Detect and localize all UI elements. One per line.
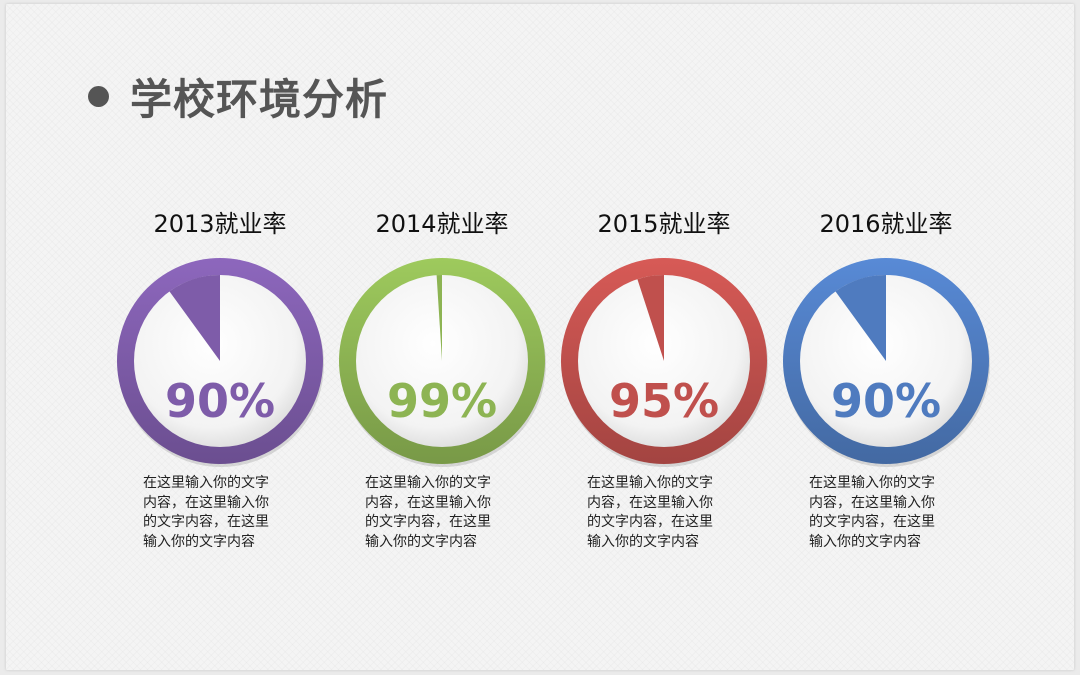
description-line: 在这里输入你的文字 [809,475,935,491]
gauge-chart: 99% [339,258,546,467]
description-line: 的文字内容，在这里 [365,514,491,530]
description-line: 输入你的文字内容 [365,533,477,550]
gauge-remaining-slice [169,275,220,361]
slide: 学校环境分析 2013就业率 90% 在这里输入你的文字 内容，在这里输入你 的… [6,4,1074,670]
description-line: 输入你的文字内容 [143,533,255,550]
gauge-description: 在这里输入你的文字 内容，在这里输入你 的文字内容，在这里 输入你的文字内容 [587,474,747,552]
gauge-chart: 90% [117,258,324,467]
gauge-title: 2013就业率 [153,210,287,238]
description-line: 内容，在这里输入你 [809,494,935,511]
gauge-description: 在这里输入你的文字 内容，在这里输入你 的文字内容，在这里 输入你的文字内容 [365,474,525,552]
gauge-value-label: 99% [387,374,497,428]
gauge-title: 2015就业率 [597,210,731,238]
description-line: 在这里输入你的文字 [143,475,269,491]
description-line: 内容，在这里输入你 [365,494,491,511]
description-line: 内容，在这里输入你 [587,494,713,511]
description-line: 输入你的文字内容 [809,533,921,550]
gauge-value-label: 90% [831,374,941,428]
gauge-description: 在这里输入你的文字 内容，在这里输入你 的文字内容，在这里 输入你的文字内容 [143,474,303,552]
description-line: 内容，在这里输入你 [143,494,269,511]
gauge-value-label: 90% [165,374,275,428]
gauge-value-label: 95% [609,374,719,428]
description-line: 在这里输入你的文字 [365,475,491,491]
description-line: 在这里输入你的文字 [587,475,713,491]
bullet-icon [88,85,109,107]
description-line: 的文字内容，在这里 [809,514,935,530]
slide-title: 学校环境分析 [130,74,389,124]
description-line: 输入你的文字内容 [587,533,699,550]
gauge-chart: 90% [783,258,990,467]
gauge-title: 2014就业率 [375,210,509,238]
description-line: 的文字内容，在这里 [587,514,713,530]
gauge-remaining-slice [637,275,664,361]
gauge-remaining-slice [436,275,442,361]
description-line: 的文字内容，在这里 [143,514,269,530]
gauge-title: 2016就业率 [819,210,953,238]
title-row: 学校环境分析 [88,66,388,126]
gauge-remaining-slice [835,275,886,361]
gauge-chart: 95% [561,258,768,467]
gauge-description: 在这里输入你的文字 内容，在这里输入你 的文字内容，在这里 输入你的文字内容 [809,474,969,552]
